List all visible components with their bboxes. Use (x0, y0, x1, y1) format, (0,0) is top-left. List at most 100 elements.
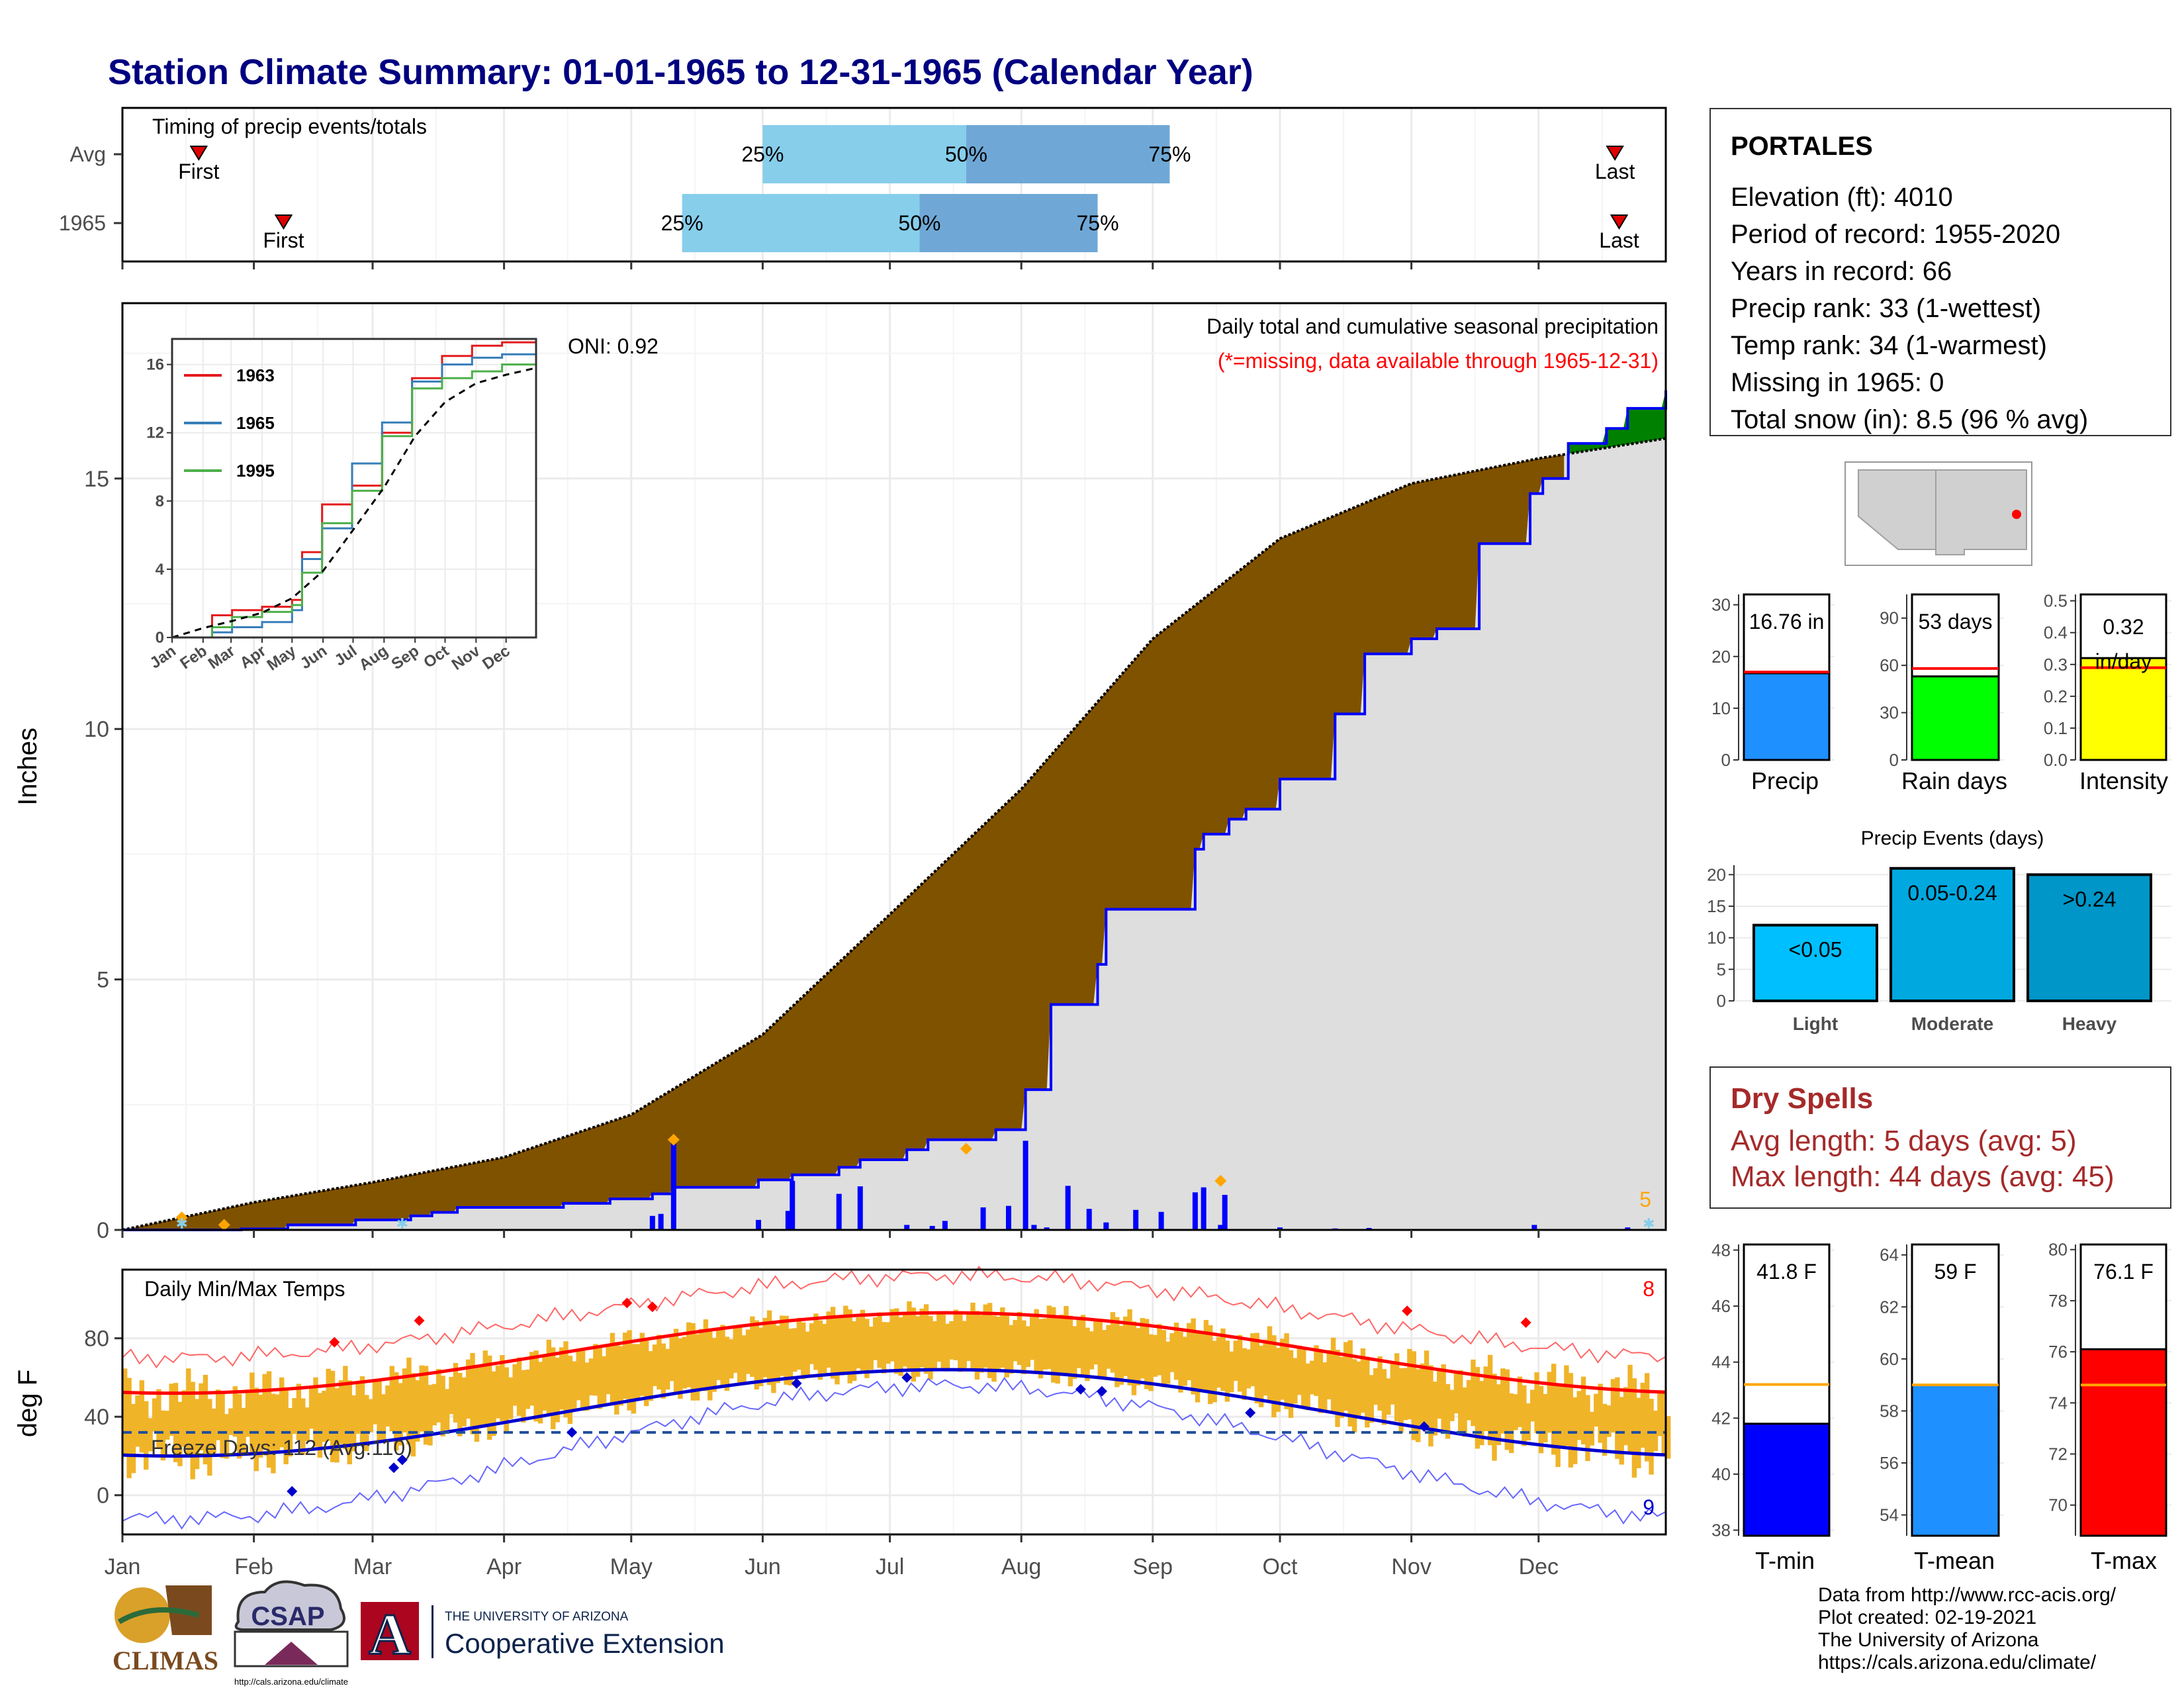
temp-daily-range-bar (326, 1368, 331, 1441)
temp-daily-range-bar (1301, 1346, 1306, 1409)
temp-xtick-label-8: Sep (1133, 1554, 1173, 1579)
temp-daily-range-bar (533, 1350, 539, 1422)
temp-daily-range-bar (461, 1377, 467, 1427)
temp-daily-range-bar (1513, 1394, 1518, 1430)
temp-daily-range-bar (1059, 1314, 1065, 1373)
temp-daily-range-bar (537, 1362, 543, 1424)
temp-daily-range-bar (983, 1304, 988, 1368)
temp-daily-range-bar (584, 1362, 590, 1411)
precip-subtitle: (*=missing, data available through 1965-… (1218, 349, 1659, 373)
temp-daily-range-bar (1479, 1381, 1484, 1446)
temp-daily-range-bar (588, 1358, 594, 1395)
precip-daily-bar-11 (980, 1207, 986, 1230)
footer-institution: The University of Arizona (1818, 1629, 2039, 1651)
precip-ytick-label-1: 5 (97, 968, 109, 993)
inset-series-line-1965 (172, 349, 537, 639)
events-bar-label-0: <0.05 (1789, 938, 1843, 962)
tmean-x-label: T-mean (1914, 1547, 1995, 1574)
temp-daily-range-bar (465, 1359, 471, 1419)
precip-daily-bar-8 (904, 1225, 910, 1230)
precip-total-value-bar (1743, 672, 1831, 761)
tmin-ytick-label-3: 44 (1711, 1352, 1731, 1372)
station-location-marker (2012, 510, 2021, 519)
precip-departure-area-0 (122, 454, 1565, 1230)
temp-daily-range-bar (436, 1369, 441, 1423)
precip-daily-bar-20 (1158, 1211, 1164, 1230)
events-x-label-1: Moderate (1911, 1013, 1993, 1034)
events-bar-1 (1889, 867, 2015, 1003)
precip-snow-marker-0: ✱ (175, 1215, 187, 1232)
temp-daily-range-bar (1309, 1360, 1315, 1395)
timing-last-label-1: Last (1599, 228, 1639, 252)
intensity-x-label: Intensity (2079, 767, 2168, 794)
temp-daily-range-bar (1466, 1380, 1472, 1421)
temp-daily-range-bar (995, 1316, 1001, 1370)
precip-extreme-marker-2 (667, 1133, 680, 1146)
temp-daily-range-bar (1064, 1305, 1069, 1376)
temp-daily-range-bar (1390, 1361, 1395, 1405)
precip-total-ytick-label-1: 10 (1711, 698, 1731, 718)
precip-daily-bar-21 (1192, 1192, 1198, 1230)
temp-daily-range-bar (1580, 1376, 1586, 1444)
temp-daily-range-bar (580, 1348, 586, 1411)
tmin-ytick-label-2: 42 (1711, 1408, 1731, 1428)
temp-daily-range-bar (1288, 1350, 1294, 1419)
temp-daily-range-bar (220, 1391, 225, 1458)
temp-daily-range-bar (974, 1311, 980, 1380)
temp-daily-range-bar (1089, 1331, 1095, 1370)
precip-daily-bar-15 (1044, 1227, 1050, 1230)
temp-daily-range-bar (368, 1399, 373, 1432)
temp-record-high-marker-5 (1520, 1317, 1531, 1328)
temp-daily-range-bar (1144, 1319, 1150, 1389)
precip-extreme-marker-1 (218, 1219, 230, 1231)
temp-daily-range-bar (966, 1311, 972, 1362)
temp-daily-range-bar (1653, 1411, 1659, 1452)
temp-daily-range-bar (809, 1323, 815, 1364)
intensity-ytick-label-4: 0.4 (2044, 623, 2068, 643)
tmin-ytick-label-5: 48 (1711, 1240, 1731, 1260)
temp-daily-range-bar (148, 1418, 153, 1452)
temp-daily-range-bar (567, 1356, 573, 1425)
temp-daily-range-bar (1416, 1369, 1421, 1442)
temp-daily-range-bar (780, 1315, 785, 1376)
temp-daily-range-bar (372, 1380, 378, 1425)
inset-ytick-label-3: 12 (146, 424, 164, 442)
temp-daily-range-bar (1428, 1365, 1433, 1447)
temp-daily-range-bar (457, 1372, 463, 1436)
csap-logo-text: CSAP (251, 1602, 324, 1631)
temp-daily-range-bar (1046, 1305, 1052, 1370)
temp-daily-range-bar (394, 1372, 399, 1451)
temp-daily-range-bar (500, 1355, 505, 1421)
temp-daily-range-bar (1453, 1371, 1459, 1414)
temp-daily-range-bar (1021, 1320, 1026, 1374)
temp-daily-range-bar (766, 1310, 772, 1385)
temp-daily-range-bar (1263, 1339, 1268, 1396)
temp-daily-range-bar (830, 1307, 836, 1379)
temp-daily-range-bar (610, 1333, 615, 1403)
temp-daily-range-bar (1411, 1351, 1416, 1440)
temp-daily-range-bar (122, 1368, 128, 1454)
temp-daily-range-bar (843, 1305, 848, 1373)
temp-record-high-marker-2 (621, 1297, 633, 1309)
temp-daily-range-bar (173, 1383, 179, 1462)
temp-daily-range-bar (1187, 1323, 1192, 1381)
summary-bar-charts: 0 10 20 30 16.76 in Precip 0 30 60 90 53 days Rain … (1711, 591, 2171, 1574)
temp-daily-range-bar (1606, 1405, 1612, 1437)
temp-daily-range-bar (970, 1302, 976, 1370)
temp-daily-range-bar (835, 1317, 840, 1385)
temp-xtick-label-1: Feb (234, 1554, 273, 1579)
temp-record-low-marker-7 (1096, 1385, 1107, 1397)
temp-daily-range-bar (805, 1331, 810, 1376)
inset-ytick-label-1: 4 (156, 561, 165, 579)
ua-logo: A THE UNIVERSITY OF ARIZONA Cooperative … (361, 1602, 725, 1668)
temp-daily-range-bar (1148, 1334, 1154, 1391)
temp-record-low-marker-0 (287, 1485, 298, 1497)
temp-daily-range-bar (1445, 1383, 1451, 1439)
temp-daily-range-bar (482, 1350, 488, 1426)
temp-xtick-label-0: Jan (105, 1554, 141, 1579)
temp-daily-range-bar (1504, 1369, 1510, 1450)
events-bar-label-1: 0.05-0.24 (1907, 881, 1997, 905)
temp-average-min-line (122, 1368, 1666, 1458)
temp-daily-range-bar (877, 1312, 882, 1368)
